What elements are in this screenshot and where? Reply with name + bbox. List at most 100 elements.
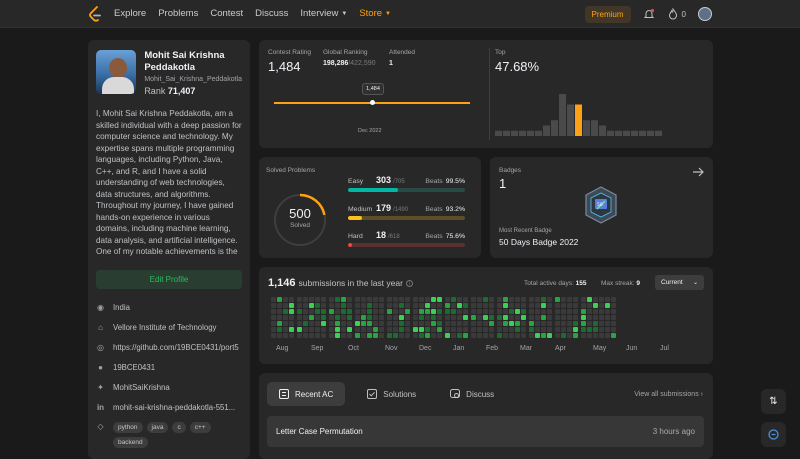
heatmap-cell[interactable] <box>529 303 534 308</box>
heatmap-cell[interactable] <box>321 327 326 332</box>
heatmap-cell[interactable] <box>379 303 384 308</box>
nav-contest[interactable]: Contest <box>210 8 244 19</box>
heatmap-cell[interactable] <box>445 327 450 332</box>
heatmap-cell[interactable] <box>367 309 372 314</box>
heatmap-cell[interactable] <box>399 327 404 332</box>
heatmap-cell[interactable] <box>271 303 276 308</box>
heatmap-cell[interactable] <box>341 297 346 302</box>
heatmap-cell[interactable] <box>413 327 418 332</box>
heatmap-cell[interactable] <box>521 321 526 326</box>
heatmap-cell[interactable] <box>431 321 436 326</box>
heatmap-cell[interactable] <box>393 303 398 308</box>
heatmap-cell[interactable] <box>393 327 398 332</box>
bell-icon[interactable] <box>643 8 655 20</box>
heatmap-cell[interactable] <box>587 327 592 332</box>
heatmap-cell[interactable] <box>547 315 552 320</box>
heatmap-cell[interactable] <box>347 321 352 326</box>
heatmap-cell[interactable] <box>387 303 392 308</box>
heatmap-cell[interactable] <box>489 315 494 320</box>
skill-tag[interactable]: c++ <box>189 422 211 433</box>
heatmap-cell[interactable] <box>451 327 456 332</box>
heatmap-cell[interactable] <box>605 327 610 332</box>
nav-explore[interactable]: Explore <box>114 8 147 19</box>
heatmap-cell[interactable] <box>573 315 578 320</box>
heatmap-cell[interactable] <box>399 303 404 308</box>
heatmap-cell[interactable] <box>599 327 604 332</box>
heatmap-cell[interactable] <box>315 321 320 326</box>
heatmap-cell[interactable] <box>431 327 436 332</box>
heatmap-cell[interactable] <box>547 309 552 314</box>
heatmap-cell[interactable] <box>611 303 616 308</box>
heatmap-cell[interactable] <box>347 327 352 332</box>
heatmap-cell[interactable] <box>503 309 508 314</box>
heatmap-cell[interactable] <box>567 315 572 320</box>
heatmap-cell[interactable] <box>489 303 494 308</box>
heatmap-cell[interactable] <box>515 303 520 308</box>
heatmap-cell[interactable] <box>335 309 340 314</box>
heatmap-cell[interactable] <box>561 303 566 308</box>
heatmap-cell[interactable] <box>309 315 314 320</box>
heatmap-cell[interactable] <box>431 309 436 314</box>
heatmap-cell[interactable] <box>605 321 610 326</box>
heatmap-cell[interactable] <box>289 321 294 326</box>
heatmap-cell[interactable] <box>413 309 418 314</box>
heatmap-cell[interactable] <box>599 315 604 320</box>
heatmap-cell[interactable] <box>561 309 566 314</box>
heatmap-cell[interactable] <box>521 327 526 332</box>
heatmap-cell[interactable] <box>437 297 442 302</box>
heatmap-cell[interactable] <box>367 315 372 320</box>
heatmap-cell[interactable] <box>373 303 378 308</box>
heatmap-cell[interactable] <box>593 309 598 314</box>
heatmap-cell[interactable] <box>535 333 540 338</box>
heatmap-cell[interactable] <box>555 315 560 320</box>
heatmap-cell[interactable] <box>367 327 372 332</box>
heatmap-cell[interactable] <box>581 315 586 320</box>
heatmap-cell[interactable] <box>555 327 560 332</box>
tab-recent-ac[interactable]: Recent AC <box>267 382 346 406</box>
heatmap-cell[interactable] <box>547 303 552 308</box>
website-link[interactable]: https://github.com/19BCE0431/port5 <box>113 343 239 352</box>
heatmap-cell[interactable] <box>405 321 410 326</box>
heatmap-cell[interactable] <box>605 303 610 308</box>
heatmap-cell[interactable] <box>573 297 578 302</box>
heatmap-cell[interactable] <box>315 327 320 332</box>
heatmap-cell[interactable] <box>315 315 320 320</box>
heatmap-cell[interactable] <box>587 321 592 326</box>
heatmap-cell[interactable] <box>387 327 392 332</box>
heatmap-cell[interactable] <box>547 297 552 302</box>
heatmap-cell[interactable] <box>289 297 294 302</box>
heatmap-cell[interactable] <box>437 327 442 332</box>
heatmap-cell[interactable] <box>521 315 526 320</box>
heatmap-cell[interactable] <box>321 333 326 338</box>
heatmap-cell[interactable] <box>277 333 282 338</box>
heatmap-cell[interactable] <box>611 309 616 314</box>
heatmap-cell[interactable] <box>289 327 294 332</box>
heatmap-cell[interactable] <box>283 297 288 302</box>
heatmap-cell[interactable] <box>497 303 502 308</box>
heatmap-cell[interactable] <box>283 327 288 332</box>
heatmap-cell[interactable] <box>567 297 572 302</box>
heatmap-cell[interactable] <box>419 309 424 314</box>
heatmap-cell[interactable] <box>541 321 546 326</box>
heatmap-cell[interactable] <box>515 327 520 332</box>
heatmap-cell[interactable] <box>535 321 540 326</box>
heatmap-cell[interactable] <box>509 333 514 338</box>
heatmap-cell[interactable] <box>413 297 418 302</box>
heatmap-cell[interactable] <box>271 327 276 332</box>
heatmap-cell[interactable] <box>471 315 476 320</box>
heatmap-cell[interactable] <box>515 297 520 302</box>
heatmap-cell[interactable] <box>297 303 302 308</box>
year-dropdown[interactable]: Current ⌄ <box>655 275 704 290</box>
heatmap-cell[interactable] <box>483 327 488 332</box>
badge-50-days-icon[interactable]: 50 <box>583 185 619 225</box>
heatmap-cell[interactable] <box>347 309 352 314</box>
heatmap-cell[interactable] <box>547 327 552 332</box>
heatmap-cell[interactable] <box>497 321 502 326</box>
heatmap-cell[interactable] <box>399 297 404 302</box>
heatmap-cell[interactable] <box>593 327 598 332</box>
heatmap-cell[interactable] <box>593 321 598 326</box>
heatmap-cell[interactable] <box>303 315 308 320</box>
heatmap-cell[interactable] <box>457 333 462 338</box>
heatmap-cell[interactable] <box>503 297 508 302</box>
heatmap-cell[interactable] <box>561 297 566 302</box>
